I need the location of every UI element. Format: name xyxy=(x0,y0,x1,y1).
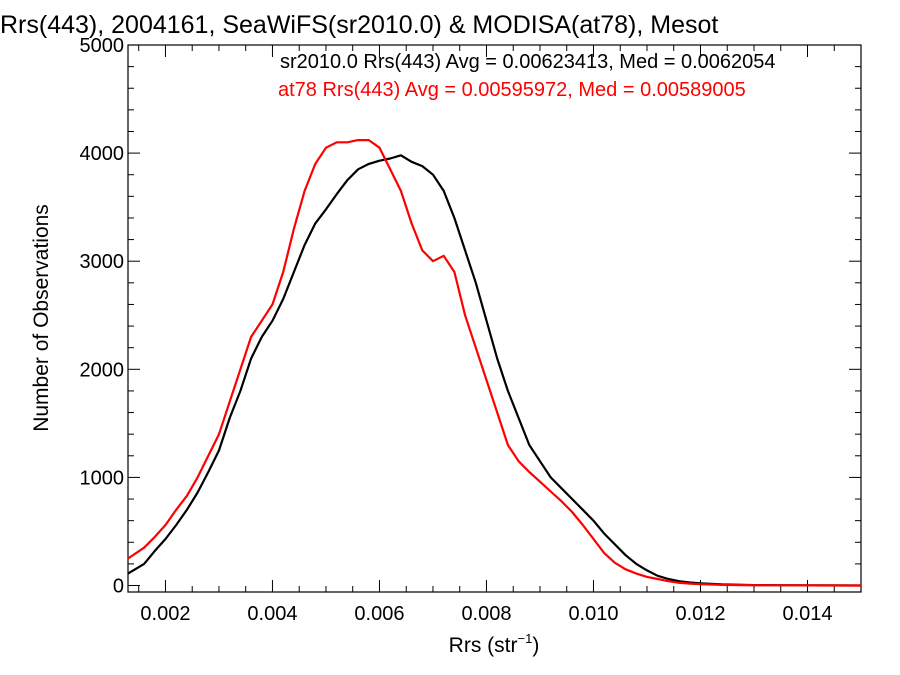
x-tick-label: 0.002 xyxy=(140,603,190,625)
x-axis-label-main: Rrs (str xyxy=(449,634,518,657)
x-tick-label: 0.006 xyxy=(354,603,404,625)
x-tick-label: 0.010 xyxy=(568,603,618,625)
plot-frame xyxy=(127,44,862,593)
y-axis-ticks: 0 1000 2000 3000 4000 5000 xyxy=(80,35,861,598)
x-tick-label: 0.004 xyxy=(247,603,297,625)
y-tick-label: 0 xyxy=(113,576,124,598)
series-line-1 xyxy=(127,139,861,587)
legend-entry-at78: at78 Rrs(443) Avg = 0.00595972, Med = 0.… xyxy=(278,79,746,101)
series-lines xyxy=(127,139,862,587)
chart-title: Rrs(443), 2004161, SeaWiFS(sr2010.0) & M… xyxy=(0,11,718,39)
y-tick-label: 3000 xyxy=(80,251,125,273)
y-tick-label: 1000 xyxy=(80,467,125,489)
x-tick-label: 0.014 xyxy=(782,603,832,625)
legend-entry-sr2010: sr2010.0 Rrs(443) Avg = 0.00623413, Med … xyxy=(280,51,776,73)
x-axis-label-sup: −1 xyxy=(518,631,533,646)
x-axis-label: Rrs (str−1) xyxy=(449,631,540,657)
y-tick-label: 5000 xyxy=(80,35,125,57)
y-axis-label: Number of Observations xyxy=(30,204,53,432)
y-tick-label: 2000 xyxy=(80,359,125,381)
x-axis-ticks: 0.002 0.004 0.006 0.008 0.010 0.012 0.014 xyxy=(138,45,862,625)
y-tick-label: 4000 xyxy=(80,143,125,165)
x-tick-label: 0.012 xyxy=(675,603,725,625)
x-axis-label-close: ) xyxy=(532,634,539,657)
x-tick-label: 0.008 xyxy=(461,603,511,625)
series-line-0 xyxy=(127,154,862,587)
